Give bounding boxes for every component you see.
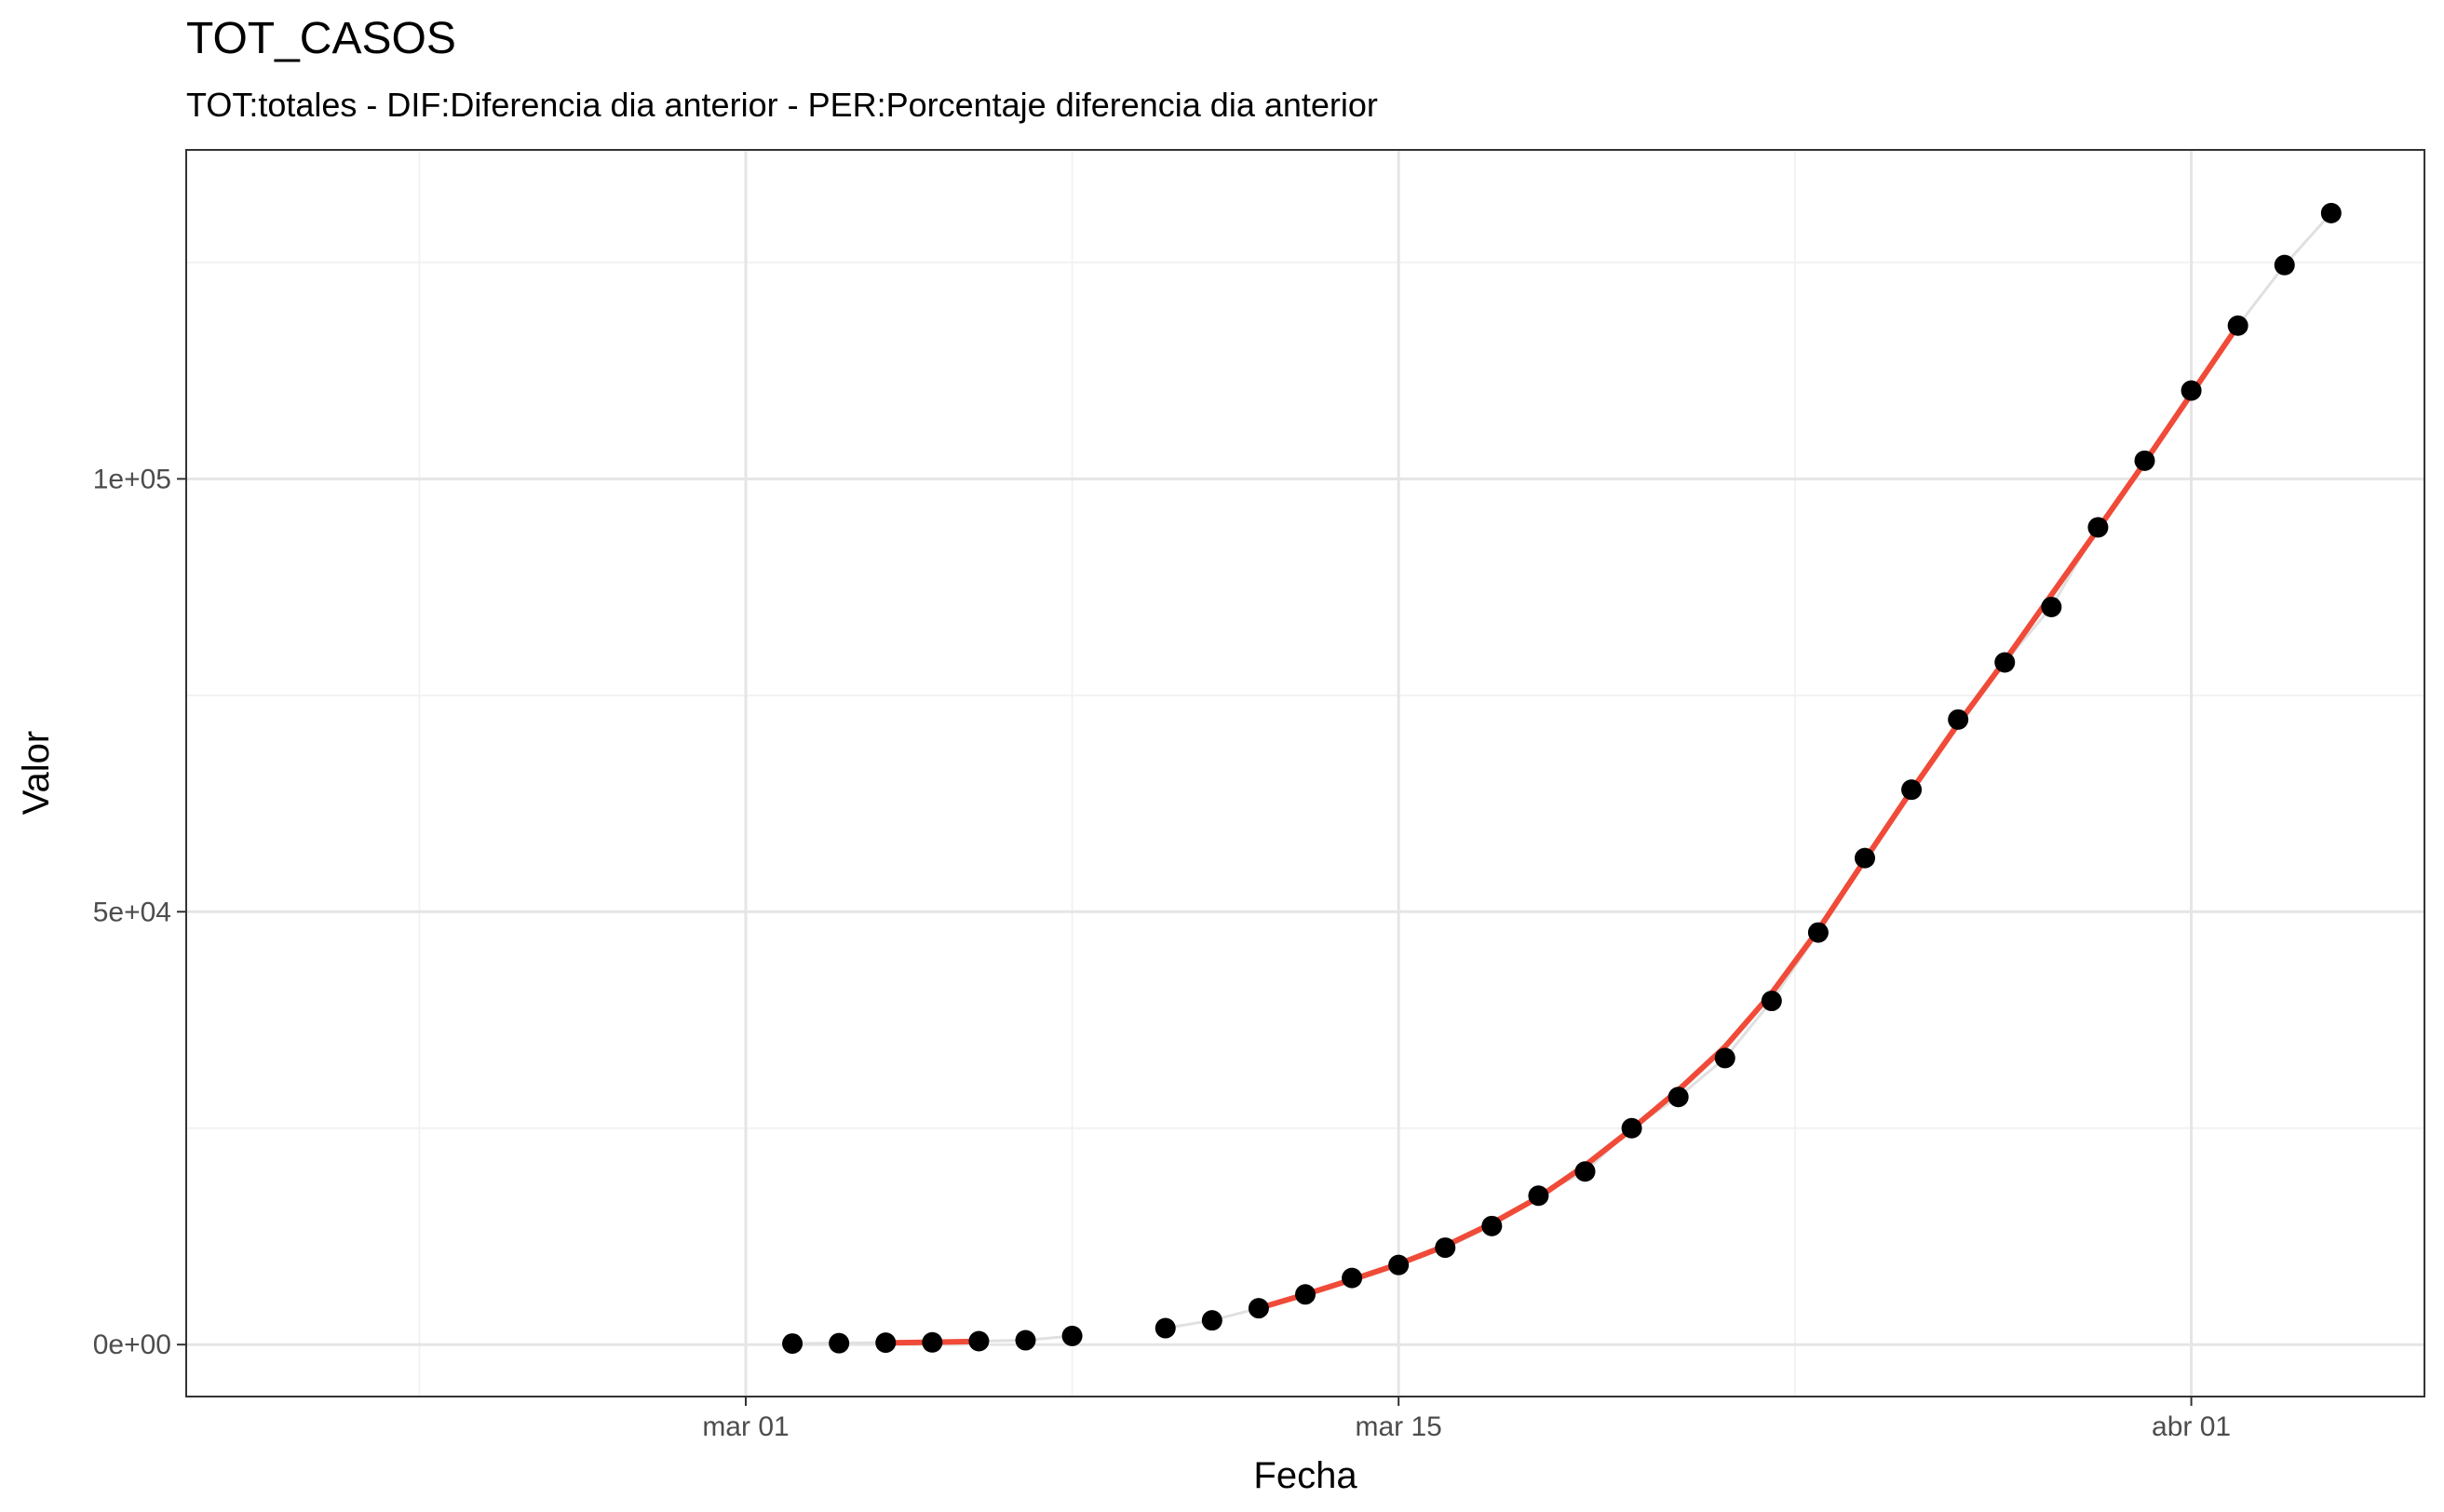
y-axis: 0e+00 5e+04 1e+05 <box>93 464 186 1360</box>
data-point <box>2320 202 2342 223</box>
data-point <box>1481 1215 1503 1236</box>
data-point <box>2227 315 2248 336</box>
data-point <box>1668 1087 1689 1108</box>
data-point <box>1201 1310 1222 1331</box>
data-point <box>1621 1117 1642 1139</box>
x-tick-label: abr 01 <box>2152 1411 2231 1442</box>
x-tick-label: mar 15 <box>1355 1411 1441 1442</box>
data-point <box>1015 1330 1036 1351</box>
data-point <box>1714 1047 1735 1069</box>
data-point <box>922 1331 943 1353</box>
major-gridlines <box>186 150 2424 1397</box>
chart-subtitle: TOT:totales - DIF:Diferencia dia anterio… <box>186 86 1378 124</box>
data-point <box>1855 847 1875 869</box>
trend-line <box>1258 324 2241 1312</box>
y-tick-label: 5e+04 <box>93 897 171 927</box>
point-layer <box>782 202 2342 1355</box>
y-tick-label: 0e+00 <box>93 1330 171 1360</box>
data-point <box>782 1333 803 1355</box>
data-point <box>1994 652 2016 673</box>
data-point <box>1388 1254 1410 1276</box>
data-point <box>1574 1161 1596 1182</box>
x-axis: mar 01 mar 15 abr 01 <box>702 1397 2231 1442</box>
data-point <box>829 1332 850 1354</box>
data-point <box>1807 922 1829 943</box>
y-tick-label: 1e+05 <box>93 464 171 494</box>
data-point <box>2274 254 2295 276</box>
data-point <box>1061 1325 1083 1346</box>
data-point <box>1528 1185 1549 1207</box>
plot-panel <box>186 150 2424 1397</box>
chart-title: TOT_CASOS <box>186 14 456 63</box>
data-point <box>1154 1317 1176 1339</box>
data-point <box>1295 1284 1316 1305</box>
panel-border <box>185 149 2425 1397</box>
data-point <box>2041 596 2062 617</box>
data-point <box>875 1332 897 1354</box>
data-point <box>1761 991 1782 1012</box>
data-point <box>1901 779 1923 801</box>
data-point <box>1435 1237 1456 1259</box>
data-point <box>2134 450 2155 471</box>
data-point <box>968 1330 990 1352</box>
data-point <box>1342 1267 1363 1289</box>
data-point <box>2181 380 2202 401</box>
data-point <box>1948 709 1969 730</box>
x-tick-label: mar 01 <box>702 1411 789 1442</box>
data-point <box>2087 517 2109 538</box>
x-axis-title: Fecha <box>1253 1455 1357 1496</box>
data-point <box>1248 1298 1269 1319</box>
minor-gridlines <box>186 150 2424 1397</box>
y-axis-title: Valor <box>16 731 57 815</box>
